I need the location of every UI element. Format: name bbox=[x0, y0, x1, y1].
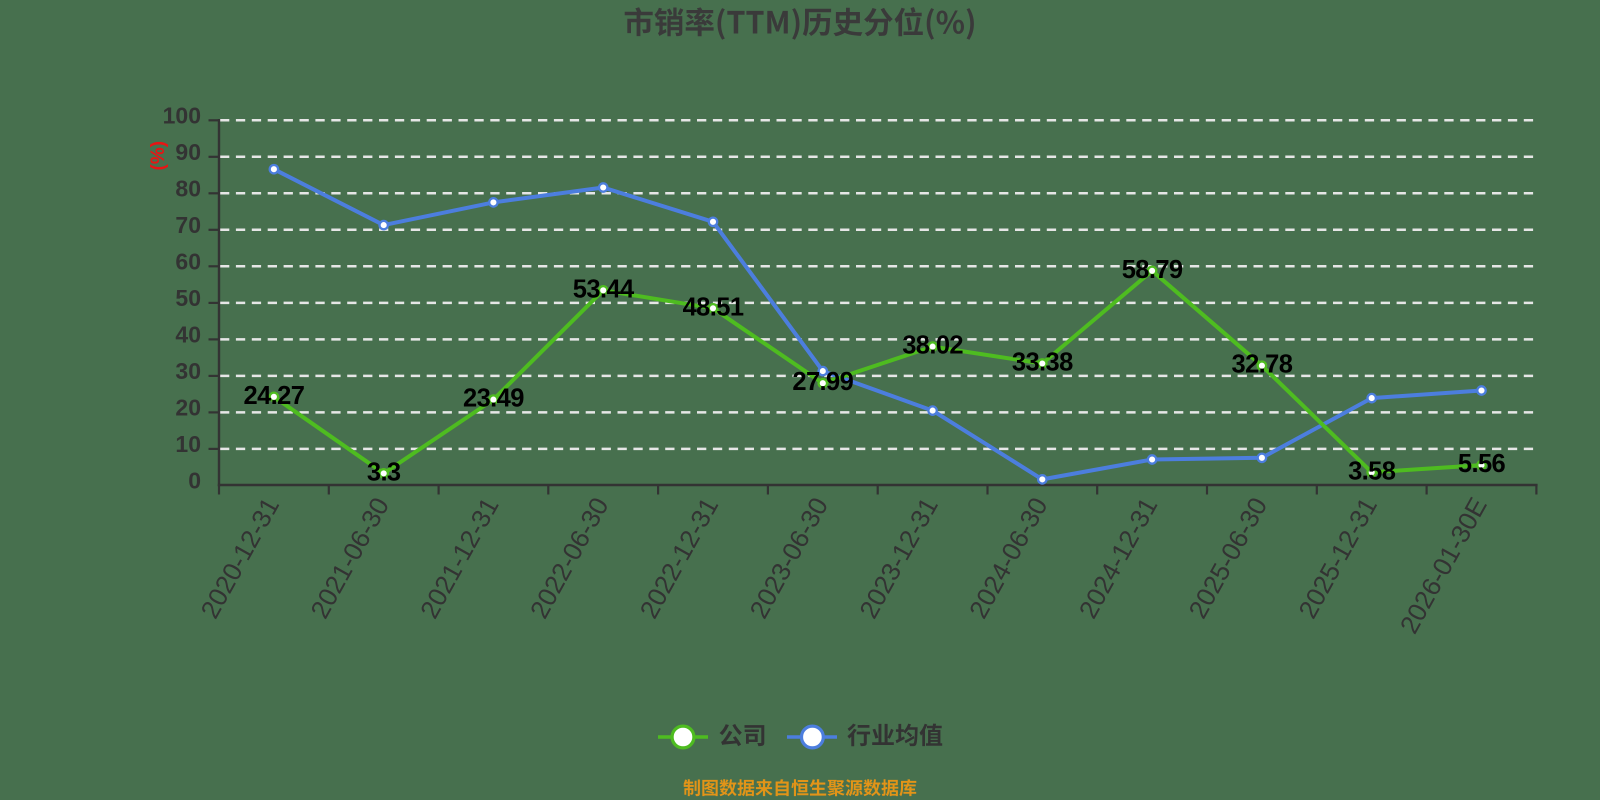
svg-text:60: 60 bbox=[175, 248, 201, 274]
svg-text:58.79: 58.79 bbox=[1122, 256, 1183, 284]
svg-text:27.99: 27.99 bbox=[792, 368, 853, 396]
svg-text:33.38: 33.38 bbox=[1012, 349, 1073, 377]
svg-text:10: 10 bbox=[175, 431, 201, 457]
svg-text:38.02: 38.02 bbox=[902, 332, 963, 360]
svg-text:0: 0 bbox=[188, 467, 201, 493]
svg-text:(%): (%) bbox=[148, 141, 169, 171]
svg-text:24.27: 24.27 bbox=[243, 382, 304, 410]
svg-text:40: 40 bbox=[175, 321, 201, 347]
svg-text:80: 80 bbox=[175, 175, 201, 201]
svg-text:3.58: 3.58 bbox=[1348, 457, 1396, 485]
svg-text:23.49: 23.49 bbox=[463, 385, 524, 413]
svg-text:3.3: 3.3 bbox=[367, 458, 401, 486]
svg-text:32.78: 32.78 bbox=[1231, 351, 1292, 379]
svg-text:48.51: 48.51 bbox=[683, 293, 744, 321]
svg-text:50: 50 bbox=[175, 285, 201, 311]
svg-text:5.56: 5.56 bbox=[1458, 450, 1506, 478]
svg-text:30: 30 bbox=[175, 358, 201, 384]
svg-text:90: 90 bbox=[175, 139, 201, 165]
svg-text:100: 100 bbox=[163, 102, 201, 128]
svg-text:20: 20 bbox=[175, 394, 201, 420]
svg-text:70: 70 bbox=[175, 212, 201, 238]
svg-text:53.44: 53.44 bbox=[573, 275, 635, 303]
